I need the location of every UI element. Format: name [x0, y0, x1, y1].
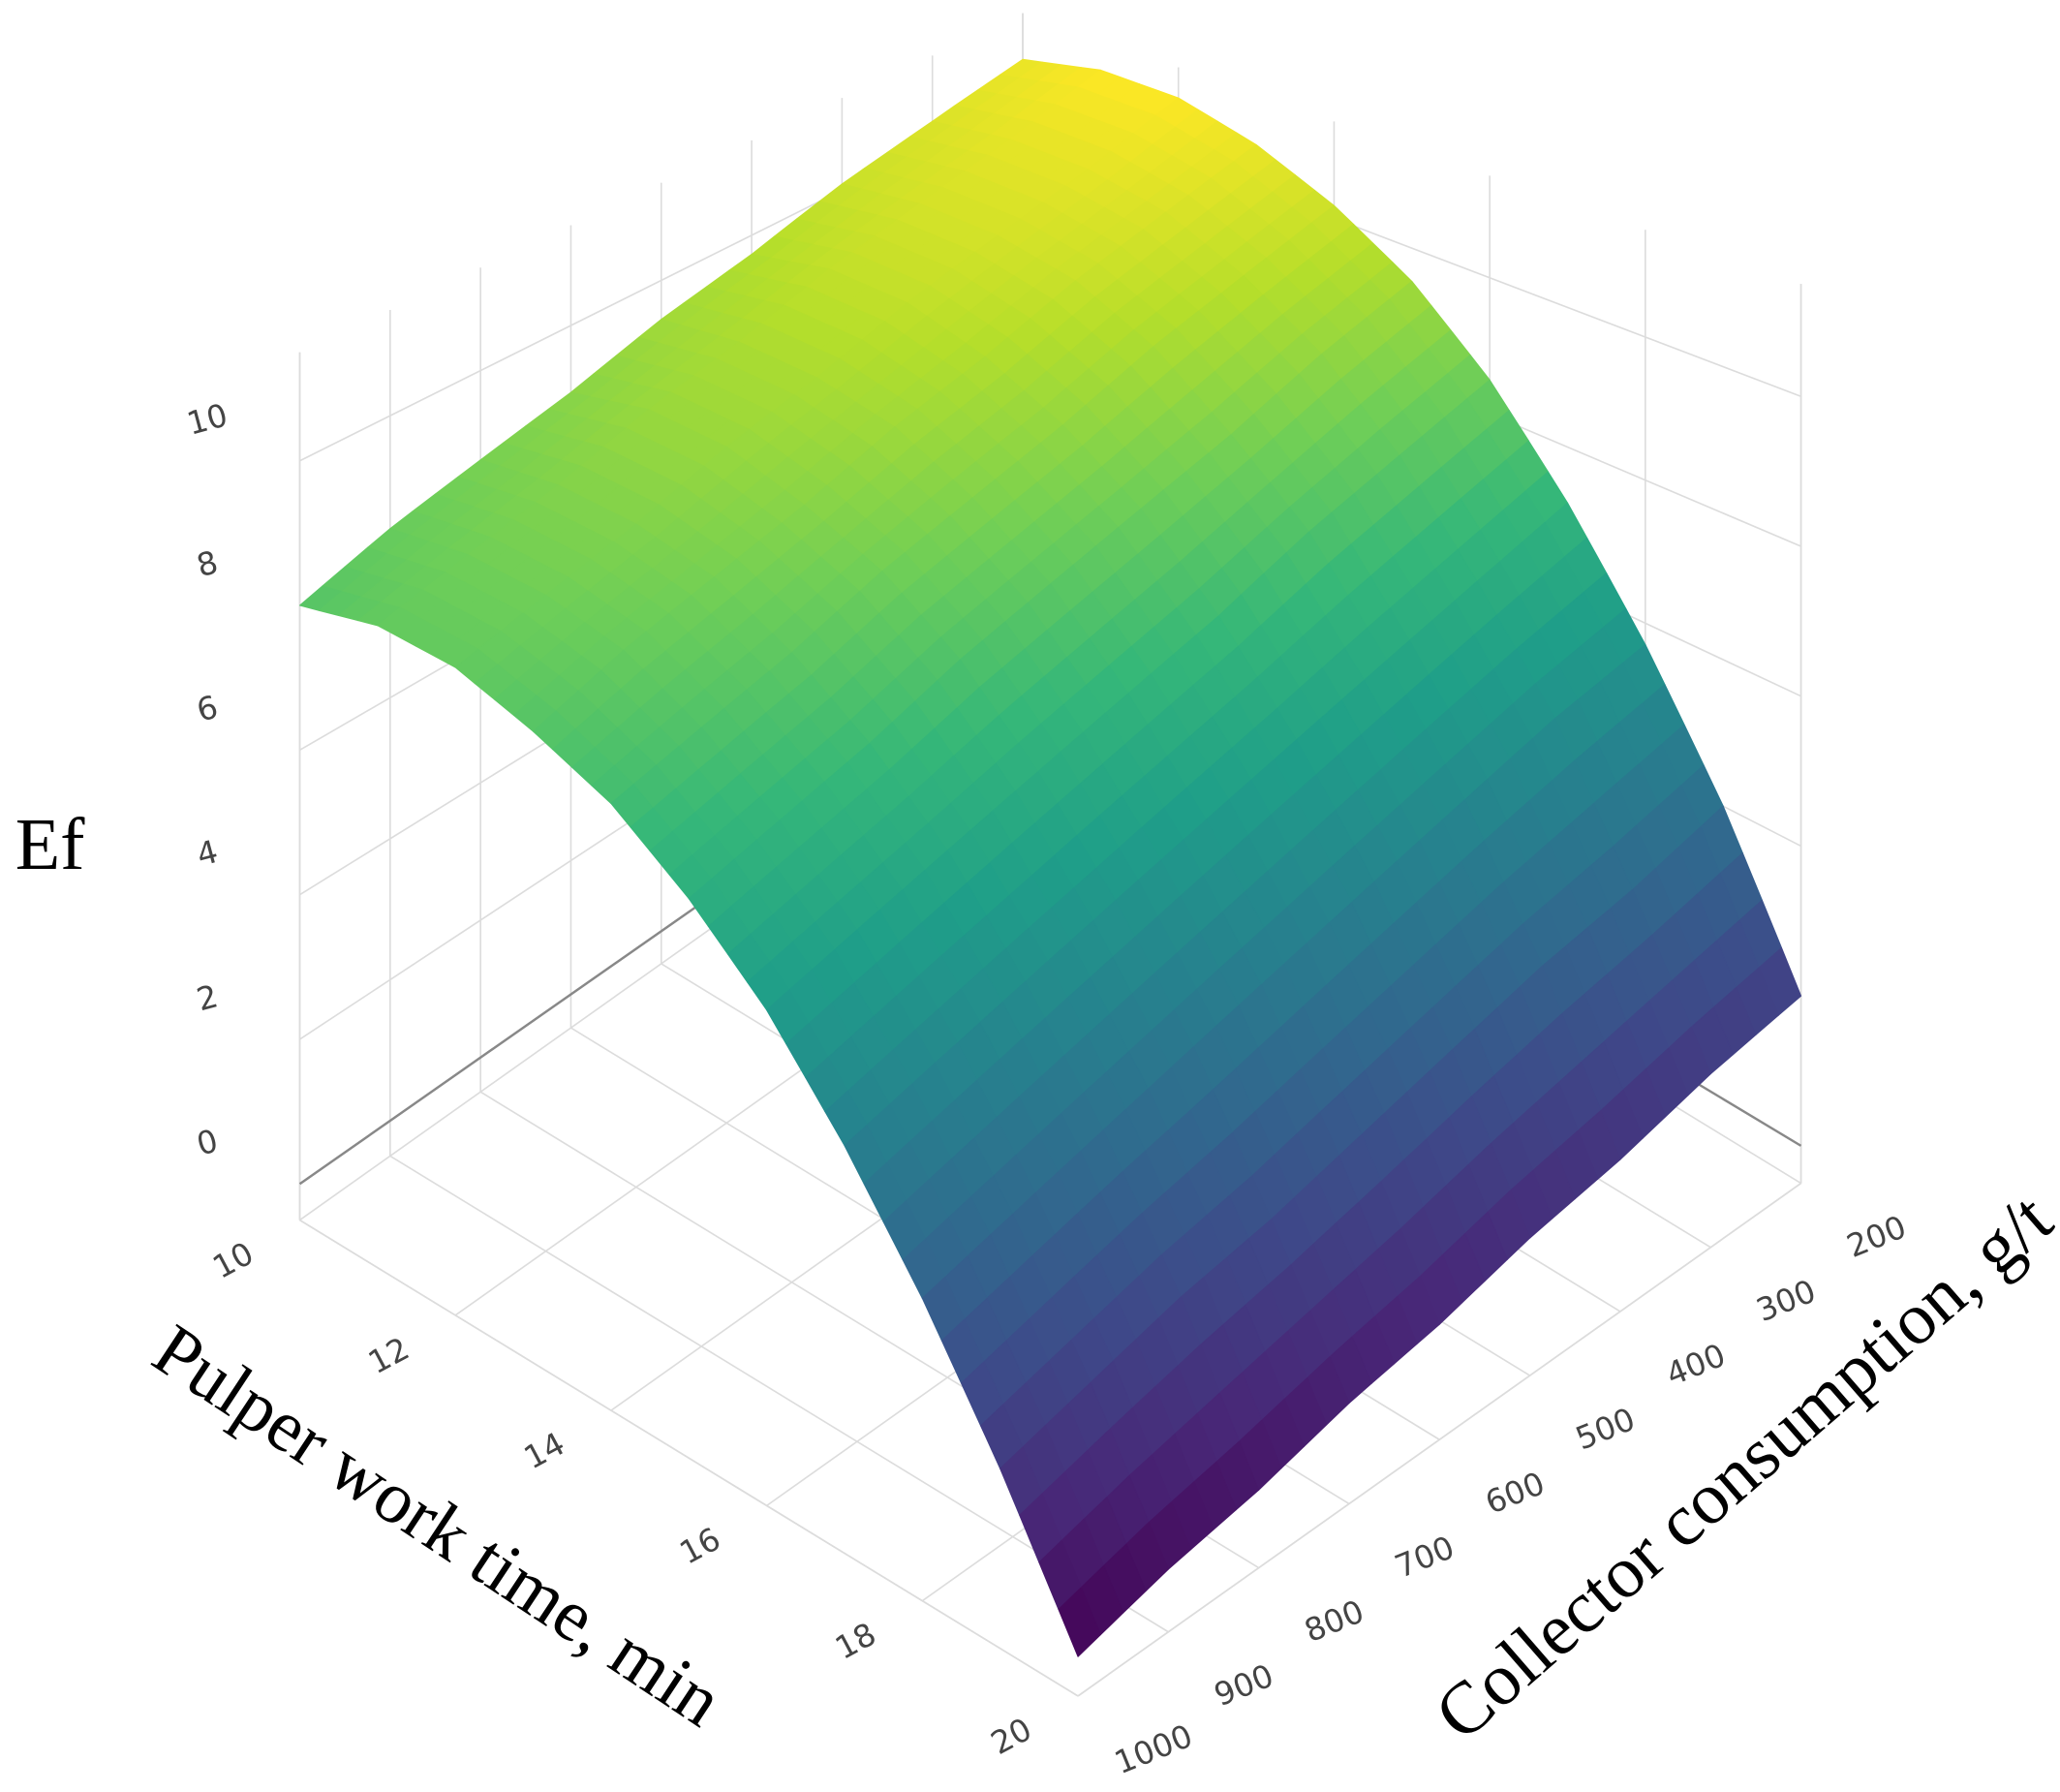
- z-tick-label: 10: [183, 396, 231, 442]
- z-tick-label: 0: [193, 1123, 222, 1163]
- y-tick-label: 1000: [1109, 1717, 1197, 1781]
- surface-patch: [1058, 1587, 1101, 1657]
- x-tick-label: 14: [518, 1425, 570, 1476]
- y-tick-label: 900: [1209, 1657, 1278, 1715]
- z-tick-label: 4: [193, 833, 222, 874]
- y-tick-label: 400: [1661, 1337, 1731, 1394]
- z-tick-label: 2: [193, 977, 222, 1018]
- y-tick-label: 800: [1300, 1592, 1369, 1650]
- z-tick-label: 8: [193, 543, 222, 584]
- y-tick-label: 500: [1571, 1401, 1641, 1458]
- x-axis-title: Pulper work time, min: [139, 1309, 737, 1743]
- x-tick-label: 10: [207, 1235, 260, 1286]
- y-tick-label: 200: [1842, 1208, 1912, 1265]
- x-tick-label: 12: [362, 1330, 415, 1381]
- surface: [298, 58, 1802, 1657]
- x-tick-label: 18: [829, 1616, 881, 1667]
- z-axis-title: Ef: [15, 804, 85, 885]
- floor-grid-line: [299, 1219, 1079, 1697]
- y-tick-label: 600: [1480, 1465, 1550, 1522]
- y-tick-label: 700: [1390, 1529, 1460, 1586]
- z-tick-label: 6: [193, 689, 222, 729]
- x-tick-label: 20: [985, 1711, 1037, 1762]
- x-tick-label: 16: [674, 1521, 726, 1572]
- y-tick-label: 300: [1751, 1273, 1821, 1330]
- y-axis-title: Collector consumption, g/t: [1420, 1178, 2060, 1756]
